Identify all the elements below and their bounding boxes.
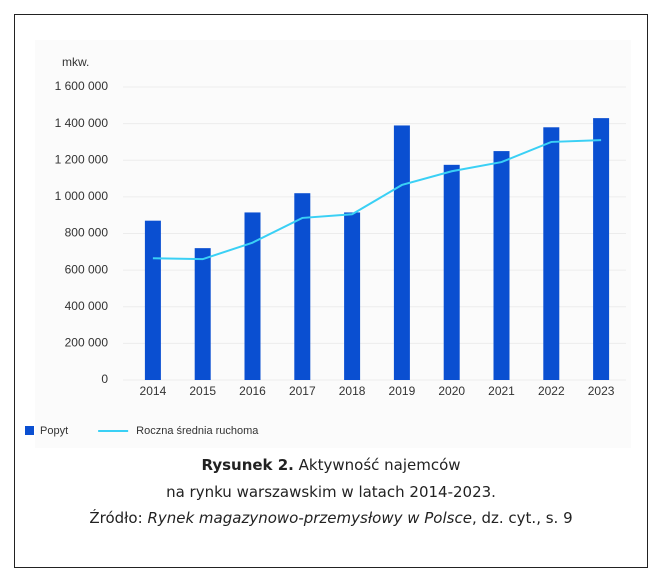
x-tick-label: 2017 xyxy=(289,384,316,398)
bar xyxy=(194,248,211,380)
y-tick-label: 1 000 000 xyxy=(55,189,109,203)
bar xyxy=(593,118,610,380)
y-tick-label: 400 000 xyxy=(65,299,109,313)
y-tick-label: 800 000 xyxy=(65,226,109,240)
y-tick-label: 1 200 000 xyxy=(55,152,109,166)
bar xyxy=(543,127,560,380)
source-prefix: Źródło: xyxy=(89,509,148,527)
frame xyxy=(14,14,648,568)
y-tick-label: 600 000 xyxy=(65,262,109,276)
bar xyxy=(144,220,161,380)
bar xyxy=(443,164,460,380)
caption-title: Aktywność najemców xyxy=(293,456,461,474)
x-tick-label: 2015 xyxy=(189,384,216,398)
x-tick-label: 2014 xyxy=(140,384,167,398)
bar xyxy=(294,193,311,380)
bar xyxy=(344,212,361,380)
caption-label: Rysunek 2. xyxy=(201,456,294,474)
x-tick-label: 2018 xyxy=(339,384,366,398)
caption-line: Rysunek 2. Aktywność najemców xyxy=(14,456,648,474)
legend-swatch xyxy=(25,426,34,435)
y-tick-label: 1 400 000 xyxy=(55,116,109,130)
x-tick-label: 2020 xyxy=(438,384,465,398)
y-tick-label: 1 600 000 xyxy=(55,79,109,93)
x-tick-label: 2019 xyxy=(389,384,416,398)
y-unit: mkw. xyxy=(62,55,89,69)
x-tick-label: 2022 xyxy=(538,384,565,398)
x-tick-label: 2021 xyxy=(488,384,515,398)
line xyxy=(152,139,602,261)
source-suffix: , dz. cyt., s. 9 xyxy=(471,509,573,527)
bar xyxy=(393,125,410,380)
y-tick-label: 200 000 xyxy=(65,336,109,350)
x-tick-label: 2023 xyxy=(588,384,615,398)
source-title: Rynek magazynowo-przemysłowy w Polsce xyxy=(147,509,472,527)
bar xyxy=(493,151,510,380)
caption-source: Źródło: Rynek magazynowo-przemysłowy w P… xyxy=(14,509,648,527)
caption-line: na rynku warszawskim w latach 2014-2023. xyxy=(166,483,496,501)
legend-label: Roczna średnia ruchoma xyxy=(136,425,259,437)
bar xyxy=(244,212,261,380)
legend-label: Popyt xyxy=(40,425,68,437)
y-tick-label: 0 xyxy=(101,372,108,386)
x-tick-label: 2016 xyxy=(239,384,266,398)
